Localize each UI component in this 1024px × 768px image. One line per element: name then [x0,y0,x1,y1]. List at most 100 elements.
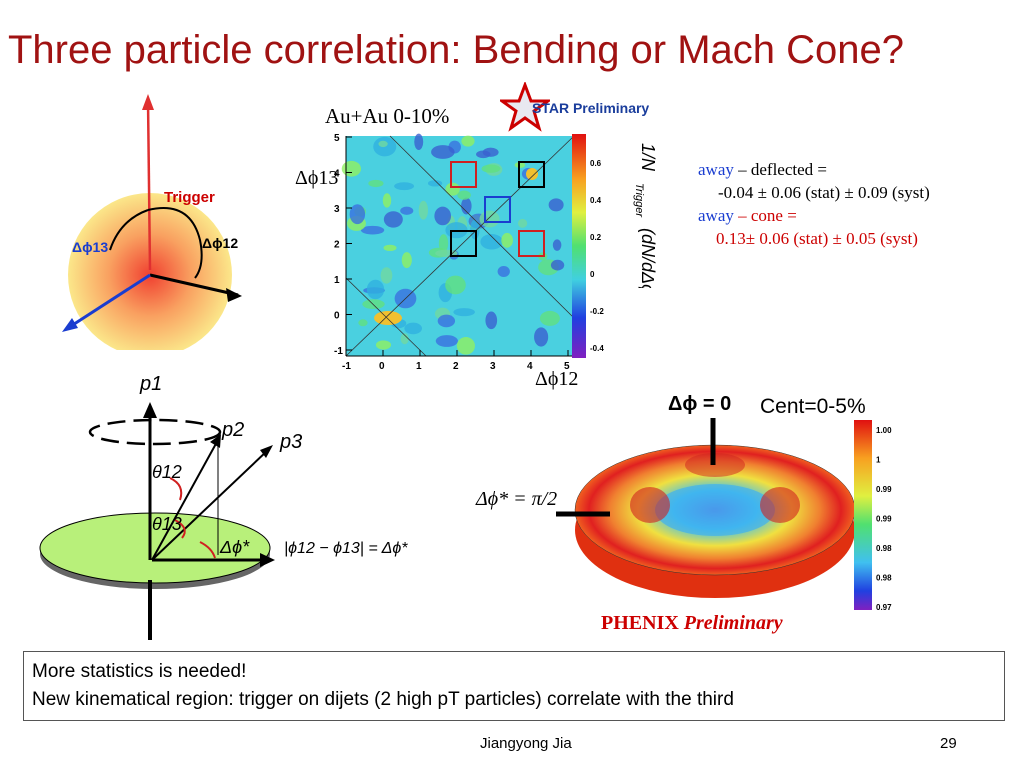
heatmap-patch [404,322,422,335]
associated-arrow-12 [149,273,239,297]
star-xaxis-label: Δϕ12 [535,368,579,390]
dphi0-label: Δϕ = 0 [668,393,732,415]
heatmap-patch [383,244,397,252]
colorbar-tick-label: 1.00 [876,426,892,435]
heatmap-patch [552,239,562,251]
heatmap-patch [382,193,392,208]
heatmap-patch [380,267,393,284]
colorbar-tick-label: 0.99 [876,515,892,524]
collision-blob [68,193,232,350]
colorbar-tick-label: 0.6 [590,159,602,168]
page-number: 29 [940,735,957,752]
heatmap-patch [383,211,403,228]
y-tick-label: 5 [334,133,340,144]
heatmap-patch [349,204,366,225]
dphi-star-label: Δϕ* [219,537,250,557]
svg-text:Trigger: Trigger [633,183,645,218]
dphi12-label: Δϕ12 [202,235,238,251]
heatmap-patch [479,210,500,228]
summary-line2: New kinematical region: trigger on dijet… [32,689,734,710]
heatmap-patch [427,180,443,187]
colorbar-tick-label: 0.98 [876,544,892,553]
heatmap-patch [360,225,385,235]
cone-box-upper-right [518,161,545,188]
colorbar-tick-label: -0.4 [590,344,604,353]
colorbar-tick-label: 1 [876,456,881,465]
x-tick-label: 3 [490,361,496,372]
deflected-box-upper-left [450,161,477,188]
heatmap-patch [501,232,513,248]
heatmap-patch [461,135,475,147]
p1-label: p1 [139,373,162,395]
heatmap-patch [378,140,388,148]
heatmap-patch [470,219,480,240]
heatmap-patch [485,311,498,330]
theta13-label: θ13 [152,514,182,534]
star-heatmap: -1 0 1 2 3 4 5 -1 0 1 2 3 4 5 [334,133,575,372]
heatmap-patch [480,234,503,250]
heatmap-patch [437,314,456,328]
p3-label: p3 [279,431,302,453]
center-box [484,196,511,223]
dphi13-label: Δϕ13 [72,239,108,255]
vector-diagram: p1 p2 p3 θ12 θ13 Δϕ* |ϕ12 − ϕ13| = Δϕ* [39,373,408,640]
colorbar-tick-label: 0.97 [876,603,892,612]
heatmap-patch [400,206,414,215]
star-normalization-formula: 1/N Trigger (dN/dΔϕ)² [633,143,658,288]
trigger-label: Trigger [164,189,215,206]
heatmap-patch [434,206,452,226]
relation-formula: |ϕ12 − ϕ13| = Δϕ* [284,540,408,557]
summary-line1: More statistics is needed! [32,661,247,682]
heatmap-patch [366,279,385,300]
deflected-box-lower-right [518,230,545,257]
summary-box: More statistics is needed! New kinematic… [23,651,1005,721]
star-colorbar: 0.6 0.4 0.2 0 -0.2 -0.4 [572,134,604,358]
dphi-star-eq-label: Δϕ* = π/2 [476,488,558,510]
x-tick-label: 0 [379,361,385,372]
y-tick-label: -1 [334,346,343,357]
heatmap-patch [457,190,471,200]
heatmap-patch [445,275,466,295]
heatmap-patch [526,168,538,180]
y-tick-label: 1 [334,275,340,286]
theta12-label: θ12 [152,462,182,482]
result2-prefix: away [698,206,734,225]
result2-value: 0.13± 0.06 (stat) ± 0.05 (syst) [716,229,918,248]
x-tick-label: 4 [527,361,533,372]
phenix-preliminary-label: PHENIX Preliminary [601,612,783,635]
heatmap-patch [476,150,491,159]
heatmap-patch [456,337,475,355]
trigger-arrow [146,99,152,271]
colorbar-tick-label: 0.4 [590,196,602,205]
heatmap-patch [394,182,415,191]
system-label: Au+Au 0-10% [325,104,450,128]
heatmap-patch [362,299,385,310]
phenix-colorbar: 1.00 1 0.99 0.99 0.98 0.98 0.97 [854,420,892,612]
y-tick-label: 4 [334,169,340,180]
result2-rest: – cone = [733,206,797,225]
heatmap-patch [481,164,501,173]
svg-text:(dN/dΔϕ)²: (dN/dΔϕ)² [638,228,658,288]
heatmap-patch [445,182,460,196]
heatmap-patch [368,179,384,188]
centrality-label: Cent=0-5% [760,395,866,418]
heatmap-patch [418,200,429,220]
p2-label: p2 [221,419,244,441]
phenix-3d-plot [556,418,856,598]
heatmap-patch [400,333,409,345]
x-tick-label: 5 [564,361,570,372]
colorbar-tick-label: 0.98 [876,574,892,583]
result1-prefix: away [698,160,734,179]
heatmap-patch [374,311,402,325]
cone-box-lower-left [450,230,477,257]
heatmap-patch [438,234,449,253]
star-preliminary-label: STAR Preliminary [532,100,650,116]
heatmap-patch [453,308,475,317]
heatmap-patch [375,340,392,350]
slide-title: Three particle correlation: Bending or M… [8,28,905,72]
result1-value: -0.04 ± 0.06 (stat) ± 0.09 (syst) [718,183,930,202]
result1-rest: – deflected = [733,160,828,179]
footer-author: Jiangyong Jia [480,735,572,752]
colorbar-tick-label: 0.2 [590,233,602,242]
heatmap-patch [534,327,549,347]
